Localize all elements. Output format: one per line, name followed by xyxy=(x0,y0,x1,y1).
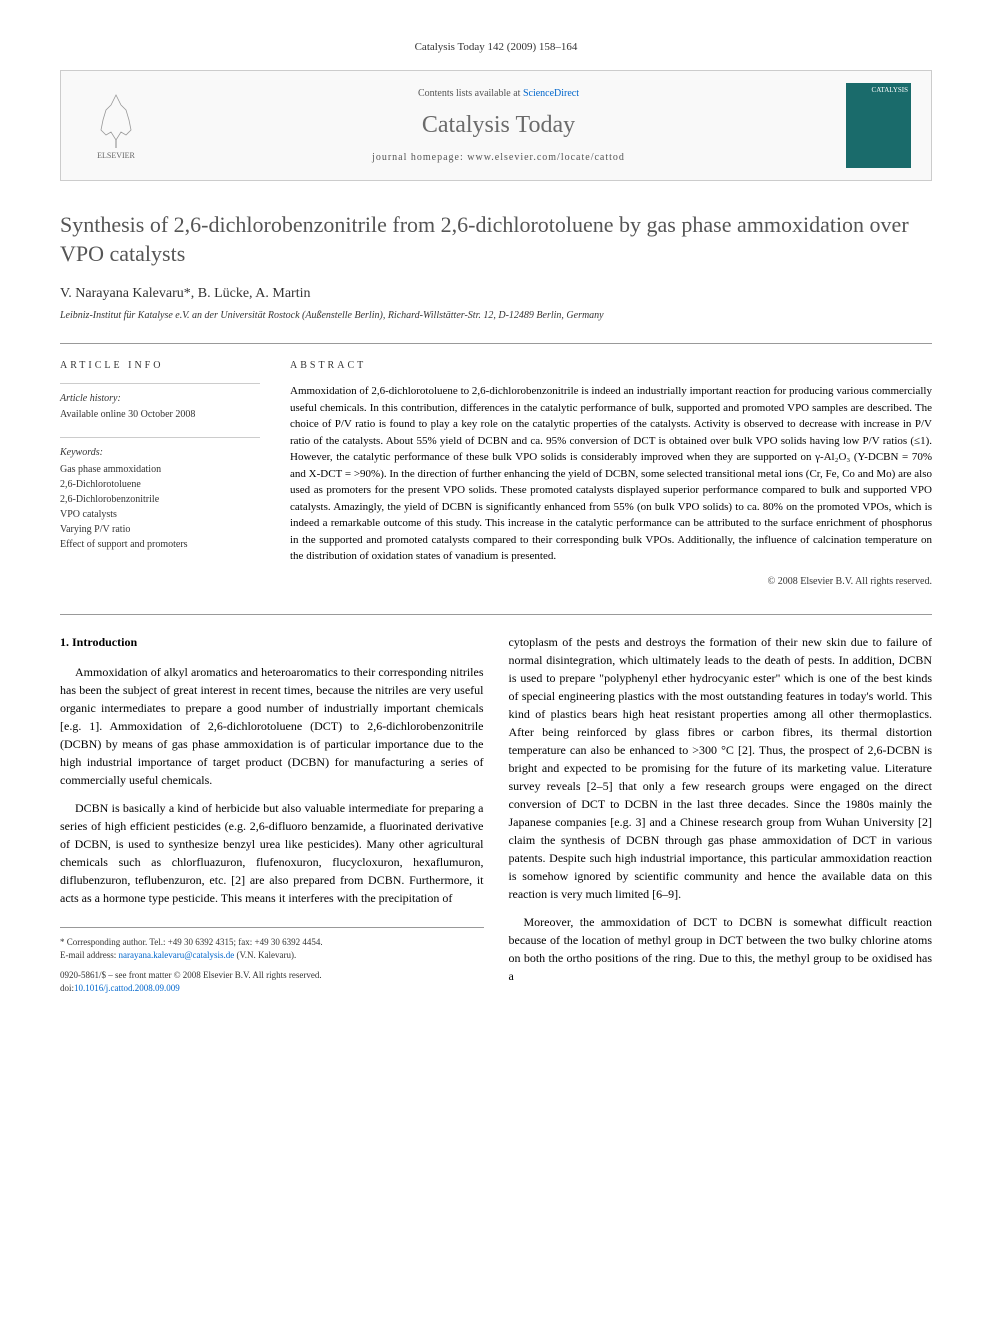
publisher-logo: ELSEVIER xyxy=(81,86,151,166)
history-text: Available online 30 October 2008 xyxy=(60,408,260,422)
keyword-item: Varying P/V ratio xyxy=(60,522,260,537)
affiliation: Leibniz-Institut für Katalyse e.V. an de… xyxy=(60,309,932,323)
history-label: Article history: xyxy=(60,392,260,406)
body-columns: 1. Introduction Ammoxidation of alkyl ar… xyxy=(60,614,932,996)
article-info-column: ARTICLE INFO Article history: Available … xyxy=(60,359,260,589)
body-paragraph: Ammoxidation of alkyl aromatics and hete… xyxy=(60,663,484,789)
article-info-heading: ARTICLE INFO xyxy=(60,359,260,373)
authors-line: V. Narayana Kalevaru*, B. Lücke, A. Mart… xyxy=(60,284,932,304)
email-line: E-mail address: narayana.kalevaru@cataly… xyxy=(60,949,484,963)
corresponding-author: * Corresponding author. Tel.: +49 30 639… xyxy=(60,936,484,950)
body-paragraph: DCBN is basically a kind of herbicide bu… xyxy=(60,799,484,907)
doi-line: doi:10.1016/j.cattod.2008.09.009 xyxy=(60,982,484,996)
article-history-block: Article history: Available online 30 Oct… xyxy=(60,383,260,422)
abstract-column: ABSTRACT Ammoxidation of 2,6-dichlorotol… xyxy=(290,359,932,589)
keyword-item: 2,6-Dichlorobenzonitrile xyxy=(60,492,260,507)
keyword-item: Gas phase ammoxidation xyxy=(60,462,260,477)
body-paragraph: Moreover, the ammoxidation of DCT to DCB… xyxy=(509,913,933,985)
doi-link[interactable]: 10.1016/j.cattod.2008.09.009 xyxy=(74,983,180,993)
elsevier-tree-icon xyxy=(91,90,141,150)
journal-center-block: Contents lists available at ScienceDirec… xyxy=(151,87,846,165)
keywords-list: Gas phase ammoxidation 2,6-Dichlorotolue… xyxy=(60,462,260,552)
journal-homepage: journal homepage: www.elsevier.com/locat… xyxy=(151,151,846,165)
email-label: E-mail address: xyxy=(60,950,118,960)
footer-block: * Corresponding author. Tel.: +49 30 639… xyxy=(60,927,484,996)
journal-name: Catalysis Today xyxy=(151,109,846,143)
abstract-copyright: © 2008 Elsevier B.V. All rights reserved… xyxy=(290,575,932,589)
info-abstract-row: ARTICLE INFO Article history: Available … xyxy=(60,343,932,589)
body-column-right: cytoplasm of the pests and destroys the … xyxy=(509,633,933,996)
keywords-label: Keywords: xyxy=(60,446,260,460)
journal-cover-thumbnail: CATALYSIS xyxy=(846,83,911,168)
keyword-item: 2,6-Dichlorotoluene xyxy=(60,477,260,492)
doi-label: doi: xyxy=(60,983,74,993)
body-paragraph: cytoplasm of the pests and destroys the … xyxy=(509,633,933,903)
journal-box: ELSEVIER Contents lists available at Sci… xyxy=(60,70,932,181)
cover-label: CATALYSIS xyxy=(872,86,908,96)
sciencedirect-link[interactable]: ScienceDirect xyxy=(523,88,579,99)
email-link[interactable]: narayana.kalevaru@catalysis.de xyxy=(118,950,234,960)
abstract-heading: ABSTRACT xyxy=(290,359,932,373)
contents-line: Contents lists available at ScienceDirec… xyxy=(151,87,846,101)
email-suffix: (V.N. Kalevaru). xyxy=(234,950,296,960)
keyword-item: VPO catalysts xyxy=(60,507,260,522)
section-1-title: 1. Introduction xyxy=(60,633,484,651)
citation-header: Catalysis Today 142 (2009) 158–164 xyxy=(60,40,932,55)
abstract-text: Ammoxidation of 2,6-dichlorotoluene to 2… xyxy=(290,383,932,565)
keyword-item: Effect of support and promoters xyxy=(60,537,260,552)
contents-prefix: Contents lists available at xyxy=(418,88,523,99)
article-title: Synthesis of 2,6-dichlorobenzonitrile fr… xyxy=(60,211,932,268)
body-column-left: 1. Introduction Ammoxidation of alkyl ar… xyxy=(60,633,484,996)
issn-line: 0920-5861/$ – see front matter © 2008 El… xyxy=(60,969,484,983)
publisher-name: ELSEVIER xyxy=(97,150,135,161)
keywords-block: Keywords: Gas phase ammoxidation 2,6-Dic… xyxy=(60,437,260,552)
